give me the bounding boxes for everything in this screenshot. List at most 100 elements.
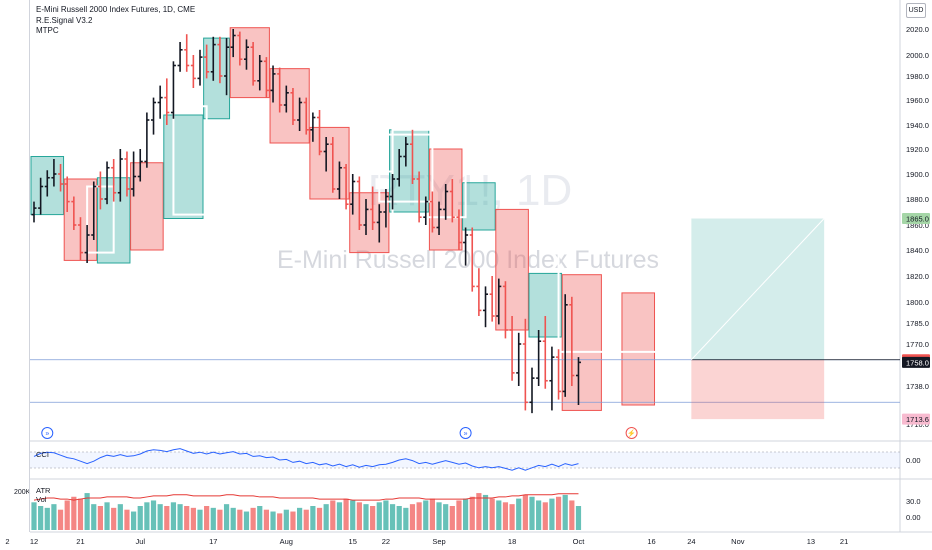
volume-bar	[131, 511, 137, 530]
time-tick-label: 21	[76, 537, 84, 546]
volume-bar	[310, 506, 316, 530]
volume-bar	[443, 504, 449, 530]
volume-bar	[144, 502, 150, 530]
volume-bar	[370, 506, 376, 530]
price-bar	[396, 149, 402, 187]
price-tick-label: 1920.0	[906, 145, 929, 154]
volume-bar	[323, 504, 329, 530]
lightning-icon-glyph: ⚡	[627, 429, 636, 438]
price-bar	[556, 349, 562, 400]
volume-bar	[303, 509, 309, 530]
volume-bar	[476, 493, 482, 530]
volume-bar	[529, 496, 535, 530]
price-bar	[297, 97, 303, 131]
volume-bar	[423, 500, 429, 530]
volume-tick-label: 200K	[14, 489, 31, 496]
volume-bar	[350, 500, 356, 530]
volume-bar	[297, 507, 303, 530]
price-bar	[77, 217, 83, 261]
time-tick-label: Oct	[573, 537, 586, 546]
signal-zone	[309, 126, 350, 200]
volume-bar	[463, 498, 469, 530]
price-bar	[97, 171, 103, 210]
price-bar	[243, 39, 249, 70]
volume-bar	[97, 506, 103, 530]
atr-line	[33, 493, 579, 501]
volume-bar	[38, 506, 44, 530]
volume-bar	[343, 498, 349, 530]
position-diagonal	[690, 218, 825, 361]
price-bar	[184, 34, 190, 72]
volume-bar	[482, 494, 489, 530]
volume-bar	[290, 511, 296, 530]
volume-bar	[555, 496, 562, 530]
price-bar	[190, 55, 196, 88]
signal-zone	[349, 192, 390, 254]
price-bar	[71, 196, 77, 230]
price-bar	[51, 159, 57, 187]
price-bar	[562, 294, 568, 397]
time-tick-label: 13	[807, 537, 815, 546]
price-bar	[230, 29, 236, 58]
volume-bar	[124, 509, 130, 530]
time-tick-label: 15	[349, 537, 357, 546]
volume-bar	[389, 504, 396, 530]
price-bar	[117, 149, 123, 202]
volume-bar	[204, 506, 210, 530]
volume-bar	[403, 507, 409, 530]
price-tick-label: 1820.0	[906, 272, 929, 281]
volume-bar	[104, 502, 110, 530]
price-bar	[509, 316, 515, 381]
time-tick-label: Nov	[731, 537, 745, 546]
price-bar	[390, 174, 396, 210]
price-bar	[210, 36, 216, 81]
signal-zone	[462, 182, 496, 231]
price-bar	[104, 161, 110, 205]
price-bar	[376, 204, 382, 243]
volume-bar	[396, 506, 402, 530]
price-bar	[416, 171, 422, 223]
price-bar	[204, 44, 210, 79]
price-bar	[423, 196, 429, 225]
price-bar	[463, 227, 469, 266]
price-bar	[502, 281, 508, 339]
double-arrow-icon-glyph: »	[464, 431, 468, 438]
price-bar	[529, 367, 535, 414]
price-label-bg	[902, 213, 930, 224]
price-bar	[91, 181, 97, 240]
currency-button[interactable]: USD	[906, 3, 926, 18]
price-bar	[456, 209, 462, 250]
volume-bar	[243, 511, 250, 530]
time-tick-label: 16	[647, 537, 655, 546]
price-bar	[38, 177, 44, 215]
volume-bar	[409, 504, 416, 530]
price-bar	[336, 161, 342, 199]
volume-bar	[84, 493, 90, 530]
volume-bar	[416, 502, 422, 530]
price-label-bg	[902, 413, 930, 425]
volume-bar	[117, 504, 123, 530]
price-bar	[197, 49, 203, 86]
price-bar	[469, 227, 475, 292]
price-bar	[170, 61, 176, 119]
price-bar	[363, 199, 369, 235]
range-box	[690, 277, 726, 388]
price-bar	[436, 201, 442, 235]
indicator-resignal[interactable]: R.E.Signal V3.2	[36, 15, 93, 25]
price-bar	[177, 42, 183, 72]
price-tick-label: 1880.0	[906, 195, 929, 204]
price-bar	[310, 112, 316, 142]
price-bar	[283, 85, 289, 113]
volume-bar	[71, 496, 77, 530]
price-tick-label: 1800.0	[906, 298, 929, 307]
price-bar	[237, 31, 243, 66]
price-bar	[383, 189, 389, 228]
indicator-mtpc[interactable]: MTPC	[36, 26, 59, 35]
volume-bar	[197, 509, 203, 530]
price-bar	[429, 191, 435, 233]
price-bar	[542, 316, 548, 389]
volume-bar	[277, 513, 283, 530]
volume-bar	[164, 506, 170, 530]
